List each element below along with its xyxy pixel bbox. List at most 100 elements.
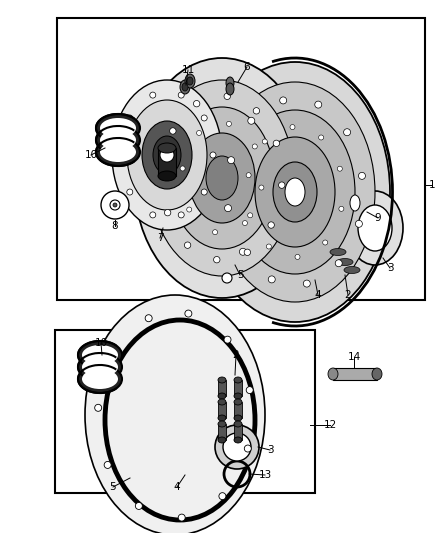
Ellipse shape	[150, 80, 294, 276]
Ellipse shape	[82, 357, 118, 377]
Circle shape	[247, 213, 253, 218]
Circle shape	[358, 172, 365, 179]
Circle shape	[355, 220, 362, 227]
Ellipse shape	[142, 121, 192, 189]
Circle shape	[279, 182, 285, 188]
Ellipse shape	[158, 143, 176, 153]
Ellipse shape	[235, 110, 355, 274]
Circle shape	[303, 280, 310, 287]
Bar	[234, 424, 242, 440]
Circle shape	[222, 273, 232, 283]
Bar	[234, 380, 242, 396]
Ellipse shape	[347, 191, 403, 265]
Text: 3: 3	[267, 445, 273, 455]
Ellipse shape	[337, 259, 353, 265]
Circle shape	[339, 206, 344, 211]
Circle shape	[228, 157, 235, 164]
Text: 12: 12	[323, 420, 337, 430]
Circle shape	[178, 92, 184, 98]
Circle shape	[178, 212, 184, 218]
Bar	[218, 380, 226, 396]
Text: 9: 9	[374, 213, 381, 223]
Text: 5: 5	[237, 270, 244, 280]
Text: 6: 6	[244, 62, 250, 72]
Circle shape	[187, 207, 192, 212]
Circle shape	[225, 205, 232, 212]
Ellipse shape	[344, 266, 360, 273]
Ellipse shape	[358, 205, 392, 251]
Ellipse shape	[82, 369, 118, 389]
Ellipse shape	[347, 190, 363, 216]
Circle shape	[135, 503, 142, 510]
Text: 4: 4	[314, 290, 321, 300]
Circle shape	[240, 248, 247, 255]
Ellipse shape	[255, 137, 335, 247]
Circle shape	[150, 212, 156, 218]
Ellipse shape	[226, 83, 234, 95]
Circle shape	[118, 152, 124, 158]
Ellipse shape	[180, 80, 190, 94]
Circle shape	[266, 244, 272, 249]
Circle shape	[194, 101, 200, 107]
Ellipse shape	[96, 138, 140, 166]
Ellipse shape	[96, 114, 140, 142]
Circle shape	[185, 310, 192, 317]
Circle shape	[253, 108, 260, 114]
Circle shape	[101, 191, 129, 219]
Text: 2: 2	[345, 290, 351, 300]
Ellipse shape	[96, 126, 140, 154]
Circle shape	[127, 189, 133, 195]
Text: 7: 7	[157, 233, 163, 243]
Circle shape	[184, 242, 191, 248]
Ellipse shape	[234, 437, 242, 443]
Circle shape	[150, 92, 156, 98]
Circle shape	[214, 256, 220, 263]
Ellipse shape	[215, 82, 375, 302]
Ellipse shape	[185, 74, 195, 88]
Circle shape	[170, 128, 176, 134]
Bar	[218, 424, 226, 440]
Circle shape	[212, 230, 218, 235]
Ellipse shape	[234, 377, 242, 383]
Bar	[333, 368, 377, 380]
Ellipse shape	[218, 393, 226, 399]
Ellipse shape	[285, 178, 305, 206]
Ellipse shape	[234, 399, 242, 405]
Ellipse shape	[153, 136, 181, 174]
Circle shape	[110, 350, 117, 357]
Circle shape	[335, 260, 342, 266]
Ellipse shape	[218, 399, 226, 405]
Circle shape	[323, 240, 328, 245]
Ellipse shape	[234, 415, 242, 421]
Ellipse shape	[200, 62, 390, 322]
Ellipse shape	[134, 58, 310, 298]
Ellipse shape	[100, 130, 136, 150]
Bar	[218, 402, 226, 418]
Text: 4: 4	[174, 482, 180, 492]
Circle shape	[280, 97, 287, 104]
Circle shape	[268, 276, 275, 283]
Text: 11: 11	[181, 65, 194, 75]
Text: 3: 3	[387, 263, 393, 273]
Text: 8: 8	[112, 221, 118, 231]
Ellipse shape	[112, 80, 222, 230]
Circle shape	[159, 168, 166, 174]
Ellipse shape	[330, 248, 346, 255]
Ellipse shape	[218, 377, 226, 383]
Ellipse shape	[85, 295, 265, 533]
Ellipse shape	[328, 368, 338, 380]
Circle shape	[219, 492, 226, 499]
Circle shape	[290, 125, 295, 130]
Circle shape	[95, 405, 102, 411]
Circle shape	[273, 140, 279, 147]
Text: 13: 13	[258, 470, 272, 480]
Circle shape	[215, 425, 259, 469]
Circle shape	[164, 209, 171, 216]
Circle shape	[113, 203, 117, 207]
Circle shape	[127, 115, 133, 121]
Ellipse shape	[218, 421, 226, 427]
Circle shape	[318, 135, 324, 140]
Circle shape	[160, 148, 174, 162]
Ellipse shape	[218, 437, 226, 443]
Ellipse shape	[234, 393, 242, 399]
